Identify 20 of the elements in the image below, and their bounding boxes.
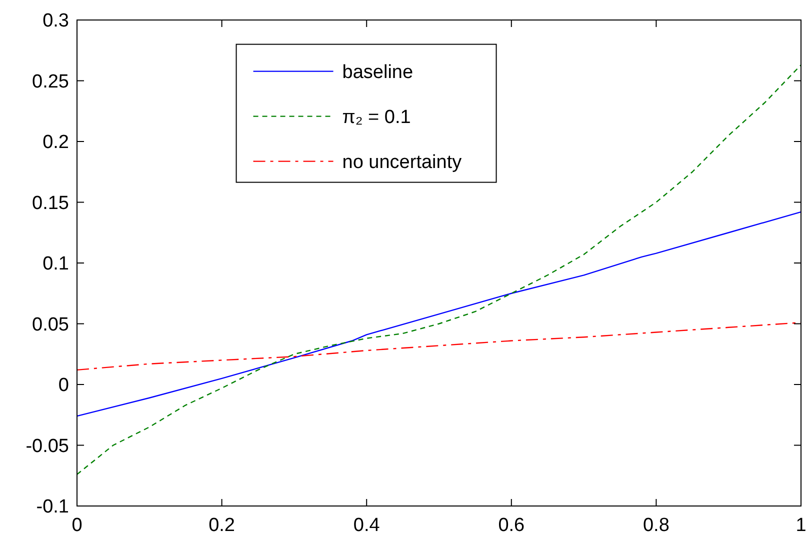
y-tick-label: 0.05: [32, 314, 69, 336]
x-tick-label: 0.6: [498, 515, 525, 536]
y-tick-label: -0.05: [26, 436, 69, 457]
y-tick-label: 0: [58, 375, 69, 396]
x-tick-label: 0: [72, 515, 82, 536]
y-tick-label: 0.3: [42, 10, 69, 32]
y-tick-label: 0.25: [32, 71, 69, 92]
line-series: [76, 211, 802, 417]
legend-label: π₂ = 0.1: [342, 106, 411, 128]
line-series: [76, 64, 802, 476]
y-tick-label: 0.15: [32, 192, 69, 214]
x-tick-label: 1: [796, 515, 806, 536]
x-tick-label: 0.4: [353, 515, 380, 536]
x-tick-label: 0.2: [208, 515, 236, 536]
y-tick-label: 0.1: [42, 254, 69, 275]
legend-label: baseline: [342, 62, 414, 83]
x-tick-label: 0.8: [642, 515, 670, 536]
legend-label: no uncertainty: [342, 152, 462, 173]
y-tick-label: -0.1: [36, 496, 69, 518]
y-tick-label: 0.2: [42, 132, 69, 154]
